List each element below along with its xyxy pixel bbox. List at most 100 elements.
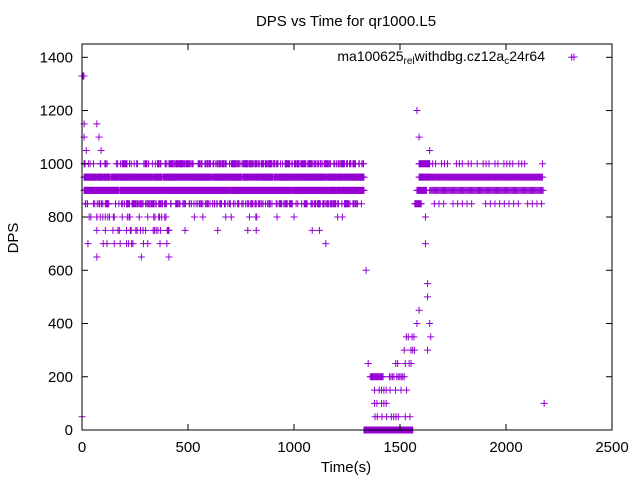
- chart-title: DPS vs Time for qr1000.L5: [256, 13, 436, 30]
- data-point: [290, 213, 298, 221]
- data-point: [509, 160, 517, 168]
- data-point: [338, 213, 346, 221]
- data-point: [165, 226, 173, 234]
- data-point: [135, 213, 143, 221]
- data-point: [400, 373, 408, 381]
- legend-label-subscript: c: [504, 56, 509, 67]
- data-point: [379, 373, 387, 381]
- data-point: [114, 226, 122, 234]
- data-point: [426, 146, 434, 154]
- legend-plus-marker: [570, 53, 578, 61]
- data-point: [424, 293, 432, 301]
- data-point: [163, 240, 171, 248]
- data-point: [103, 240, 111, 248]
- data-point: [150, 200, 158, 208]
- data-point: [394, 359, 402, 367]
- data-point: [426, 320, 434, 328]
- data-point: [134, 160, 142, 168]
- data-point: [443, 160, 451, 168]
- y-tick-label: 800: [48, 209, 73, 226]
- data-point: [427, 333, 435, 341]
- x-tick-label: 500: [175, 439, 200, 456]
- data-point: [133, 226, 141, 234]
- x-tick-label: 0: [78, 439, 86, 456]
- legend-entry-label: ma100625relwithdbg.cz12ac24r64: [337, 48, 545, 67]
- data-point: [199, 213, 207, 221]
- data-point: [156, 226, 164, 234]
- data-point: [458, 160, 466, 168]
- data-point: [139, 240, 147, 248]
- data-point: [161, 213, 169, 221]
- data-point: [360, 173, 368, 181]
- data-point: [521, 160, 529, 168]
- data-point: [357, 200, 365, 208]
- data-point: [440, 200, 448, 208]
- data-point: [473, 160, 481, 168]
- data-point: [273, 213, 281, 221]
- data-point: [360, 186, 368, 194]
- data-point: [406, 413, 414, 421]
- data-point: [129, 240, 137, 248]
- legend-label-part: 24r64: [509, 48, 545, 64]
- data-point: [252, 226, 260, 234]
- data-point: [116, 240, 124, 248]
- data-point: [382, 399, 390, 407]
- data-point: [540, 399, 548, 407]
- data-point: [322, 240, 330, 248]
- data-point: [167, 200, 175, 208]
- data-point: [538, 173, 546, 181]
- data-point: [93, 253, 101, 261]
- data-point: [410, 346, 418, 354]
- y-tick-label: 1200: [40, 103, 73, 120]
- data-point: [432, 160, 440, 168]
- data-point: [415, 306, 423, 314]
- x-tick-label: 2500: [595, 439, 628, 456]
- data-point: [468, 200, 476, 208]
- data-point: [539, 186, 547, 194]
- legend-label-part: ma100625: [337, 48, 403, 64]
- data-point: [424, 346, 432, 354]
- axis-ticks: 0 500 1000 1500 2000 2500 0 200 400 600 800 1000 120…: [40, 44, 629, 456]
- data-point: [87, 213, 95, 221]
- data-point: [424, 280, 432, 288]
- x-tick-label: 1000: [277, 439, 310, 456]
- data-point: [144, 213, 152, 221]
- data-point: [110, 240, 118, 248]
- y-tick-label: 1400: [40, 49, 73, 66]
- data-point: [253, 213, 261, 221]
- data-point: [101, 226, 109, 234]
- data-point: [417, 200, 425, 208]
- data-point: [421, 240, 429, 248]
- y-tick-label: 400: [48, 316, 73, 333]
- data-point: [118, 213, 126, 221]
- data-point: [364, 359, 372, 367]
- data-point: [415, 133, 423, 141]
- data-point: [538, 160, 546, 168]
- data-point: [494, 160, 502, 168]
- data-point: [410, 333, 418, 341]
- data-point: [360, 160, 368, 168]
- data-point: [514, 200, 522, 208]
- legend-label-part: withdbg.cz12a: [414, 48, 505, 64]
- plot-frame: [81, 43, 613, 431]
- data-point: [93, 213, 101, 221]
- data-point: [95, 133, 103, 141]
- x-axis-label: Time(s): [321, 459, 371, 476]
- data-point: [165, 253, 173, 261]
- data-point: [403, 386, 411, 394]
- legend-label-subscript: rel: [404, 56, 415, 67]
- data-point: [413, 107, 421, 115]
- legend-marker: [570, 53, 578, 61]
- data-point: [88, 186, 96, 194]
- data-point: [181, 226, 189, 234]
- data-point: [421, 213, 429, 221]
- data-point: [407, 359, 415, 367]
- data-point: [84, 240, 92, 248]
- data-point: [156, 240, 164, 248]
- data-point: [362, 266, 370, 274]
- data-point: [190, 213, 198, 221]
- data-point: [101, 200, 109, 208]
- x-tick-label: 2000: [489, 439, 522, 456]
